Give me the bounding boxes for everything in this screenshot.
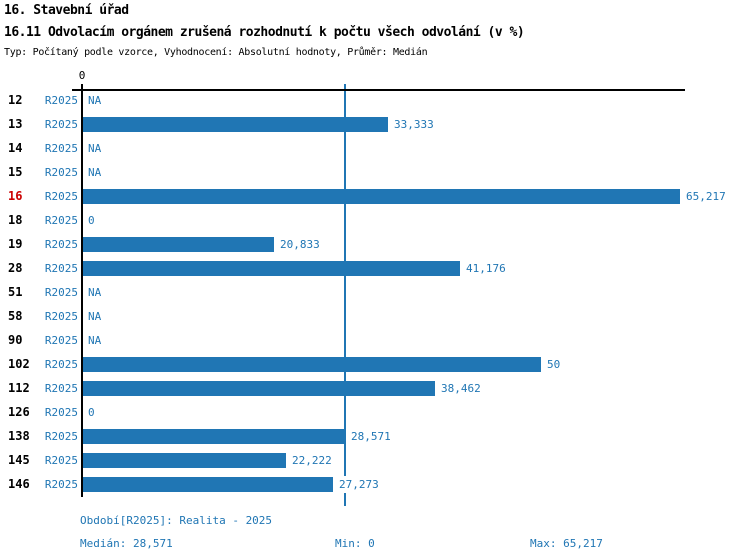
value-label: 28,571: [350, 428, 392, 445]
x-axis-tick-label: 0: [78, 69, 86, 82]
category-label: 12: [8, 93, 23, 107]
series-label: R2025: [44, 214, 78, 227]
category-label: 14: [8, 141, 23, 155]
value-label: 22,222: [291, 452, 333, 469]
series-label: R2025: [44, 262, 78, 275]
series-label: R2025: [44, 238, 78, 251]
value-label: 50: [546, 356, 562, 373]
chart-row: 145 R2025 22,222: [0, 452, 750, 469]
series-label: R2025: [44, 454, 78, 467]
series-label: R2025: [44, 118, 78, 131]
report-title: 16. Stavební úřad: [4, 3, 129, 18]
chart-row: 12 R2025 NA: [0, 92, 750, 109]
category-label: 15: [8, 165, 23, 179]
series-label: R2025: [44, 166, 78, 179]
category-label: 18: [8, 213, 23, 227]
chart-row: 138 R2025 28,571: [0, 428, 750, 445]
series-label: R2025: [44, 334, 78, 347]
bar: [83, 381, 435, 396]
series-label: R2025: [44, 190, 78, 203]
bar: [83, 453, 286, 468]
value-label: NA: [87, 284, 103, 301]
bar: [83, 117, 388, 132]
chart-row: 102 R2025 50: [0, 356, 750, 373]
period-legend: Období[R2025]: Realita - 2025: [80, 514, 273, 527]
y-axis-line: [81, 84, 83, 497]
series-label: R2025: [44, 286, 78, 299]
value-label: 65,217: [685, 188, 727, 205]
chart-row: 16 R2025 65,217: [0, 188, 750, 205]
category-label: 138: [8, 429, 30, 443]
median-line: [344, 84, 346, 506]
chart-row: 19 R2025 20,833: [0, 236, 750, 253]
series-label: R2025: [44, 406, 78, 419]
category-label: 16: [8, 189, 23, 203]
value-label: 38,462: [440, 380, 482, 397]
indicator-title: 16.11 Odvolacím orgánem zrušená rozhodnu…: [4, 25, 525, 40]
series-label: R2025: [44, 382, 78, 395]
series-label: R2025: [44, 430, 78, 443]
x-axis-line: [72, 89, 685, 91]
value-label: 0: [87, 212, 96, 229]
value-label: NA: [87, 308, 103, 325]
bar: [83, 237, 274, 252]
chart-row: 15 R2025 NA: [0, 164, 750, 181]
value-label: 0: [87, 404, 96, 421]
category-label: 90: [8, 333, 23, 347]
chart-row: 13 R2025 33,333: [0, 116, 750, 133]
value-label: NA: [87, 92, 103, 109]
chart-row: 14 R2025 NA: [0, 140, 750, 157]
value-label: 33,333: [393, 116, 435, 133]
chart-row: 58 R2025 NA: [0, 308, 750, 325]
category-label: 51: [8, 285, 23, 299]
min-stat: Min: 0: [335, 537, 375, 550]
chart-row: 112 R2025 38,462: [0, 380, 750, 397]
median-stat: Medián: 28,571: [80, 537, 173, 550]
category-label: 112: [8, 381, 30, 395]
bar: [83, 477, 333, 492]
chart-row: 51 R2025 NA: [0, 284, 750, 301]
value-label: NA: [87, 332, 103, 349]
indicator-meta: Typ: Počítaný podle vzorce, Vyhodnocení:…: [4, 47, 428, 58]
chart-row: 146 R2025 27,273: [0, 476, 750, 493]
series-label: R2025: [44, 310, 78, 323]
category-label: 13: [8, 117, 23, 131]
chart-row: 90 R2025 NA: [0, 332, 750, 349]
chart-row: 126 R2025 0: [0, 404, 750, 421]
value-label: 20,833: [279, 236, 321, 253]
bar: [83, 189, 680, 204]
series-label: R2025: [44, 478, 78, 491]
chart-row: 18 R2025 0: [0, 212, 750, 229]
value-label: NA: [87, 164, 103, 181]
max-stat: Max: 65,217: [530, 537, 603, 550]
chart-row: 28 R2025 41,176: [0, 260, 750, 277]
bar: [83, 429, 345, 444]
series-label: R2025: [44, 358, 78, 371]
category-label: 126: [8, 405, 30, 419]
series-label: R2025: [44, 142, 78, 155]
series-label: R2025: [44, 94, 78, 107]
value-label: 41,176: [465, 260, 507, 277]
bar: [83, 261, 460, 276]
category-label: 102: [8, 357, 30, 371]
bar: [83, 357, 541, 372]
category-label: 145: [8, 453, 30, 467]
category-label: 146: [8, 477, 30, 491]
category-label: 58: [8, 309, 23, 323]
category-label: 28: [8, 261, 23, 275]
category-label: 19: [8, 237, 23, 251]
value-label: NA: [87, 140, 103, 157]
value-label: 27,273: [338, 476, 380, 493]
